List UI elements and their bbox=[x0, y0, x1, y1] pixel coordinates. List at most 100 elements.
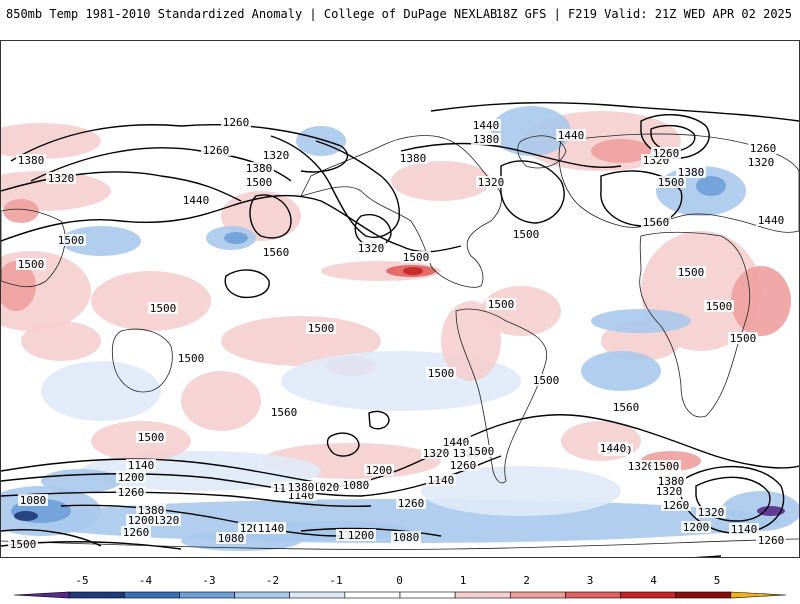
contour-label: 1200 bbox=[116, 471, 146, 484]
contour-value-label: 1380 bbox=[400, 152, 427, 165]
header-bar: 850mb Temp 1981-2010 Standardized Anomal… bbox=[0, 0, 800, 30]
anomaly-patch bbox=[221, 316, 381, 366]
legend-swatch bbox=[509, 591, 566, 599]
anomaly-patch bbox=[441, 301, 501, 381]
anomaly-patch bbox=[757, 506, 785, 516]
contour-label: 1260 bbox=[448, 459, 478, 472]
anomaly-patch bbox=[1, 123, 101, 159]
legend-swatch bbox=[234, 591, 291, 599]
contour-value-label: 1080 bbox=[218, 532, 245, 545]
anomaly-patch bbox=[421, 466, 621, 516]
contour-value-label: 1500 bbox=[513, 228, 540, 241]
anomaly-patch bbox=[14, 511, 38, 521]
legend-tick-label: -1 bbox=[329, 574, 342, 587]
contour-value-label: 1500 bbox=[18, 258, 45, 271]
contour-label: 1080 bbox=[391, 531, 421, 544]
legend-tick-label: 5 bbox=[714, 574, 721, 587]
contour-label: 1380 bbox=[676, 166, 706, 179]
contour-label: 1380 bbox=[398, 152, 428, 165]
contour-value-label: 1200 bbox=[118, 471, 145, 484]
contour-label: 1560 bbox=[641, 216, 671, 229]
height-contour bbox=[680, 465, 785, 534]
legend-tick-label: -4 bbox=[139, 574, 153, 587]
contour-value-label: 1440 bbox=[443, 436, 470, 449]
contour-label: 1380 bbox=[286, 481, 316, 494]
contour-label: 1200 bbox=[364, 464, 394, 477]
contour-label: 1260 bbox=[661, 499, 691, 512]
contour-value-label: 1380 bbox=[246, 162, 273, 175]
contour-value-label: 1500 bbox=[658, 176, 685, 189]
contour-label: 1080 bbox=[216, 532, 246, 545]
height-contour bbox=[430, 102, 799, 122]
contour-label: 1500 bbox=[704, 300, 734, 313]
contour-label: 1500 bbox=[466, 445, 496, 458]
contour-label: 1440 bbox=[441, 436, 471, 449]
contour-label: 1260 bbox=[221, 116, 251, 129]
coastline bbox=[300, 135, 502, 288]
legend-swatch bbox=[675, 591, 732, 599]
contour-label: 1560 bbox=[261, 246, 291, 259]
height-contour bbox=[249, 194, 292, 239]
height-contour bbox=[368, 410, 390, 430]
contour-label: 1320 bbox=[46, 172, 76, 185]
contour-label: 1440 bbox=[471, 119, 501, 132]
map-panel[interactable]: 1260 1260 1320 1380 1380 1320 1500 1440 1560 1320… bbox=[0, 40, 800, 558]
contour-value-label: 1500 bbox=[178, 352, 205, 365]
contour-value-label: 1320 bbox=[48, 172, 75, 185]
contour-label: 1500 bbox=[176, 352, 206, 365]
anomaly-patch bbox=[391, 161, 491, 201]
contour-label: 1500 bbox=[531, 374, 561, 387]
legend-tick-label: -2 bbox=[266, 574, 279, 587]
contour-label: 1320 bbox=[151, 514, 181, 527]
contour-label: 1500 bbox=[728, 332, 758, 345]
contour-label: 1380 bbox=[471, 133, 501, 146]
contour-value-label: 1260 bbox=[398, 497, 425, 510]
contour-label: 1500 bbox=[306, 322, 336, 335]
contour-label: 1080 bbox=[341, 479, 371, 492]
contour-value-label: 1320 bbox=[656, 485, 683, 498]
contour-value-label: 1260 bbox=[203, 144, 230, 157]
contour-label: 1080 bbox=[18, 494, 48, 507]
contour-value-label: 1440 bbox=[183, 194, 210, 207]
contour-label: 1200 bbox=[126, 514, 156, 527]
contour-label: 1500 bbox=[676, 266, 706, 279]
contour-value-label: 1380 bbox=[18, 154, 45, 167]
contour-label: 1380 bbox=[16, 154, 46, 167]
height-contour bbox=[224, 269, 270, 299]
contour-value-label: 1200 bbox=[366, 464, 393, 477]
contour-label: 1500 bbox=[244, 176, 274, 189]
contour-value-label: 1200 bbox=[348, 529, 375, 542]
map-title: 850mb Temp 1981-2010 Standardized Anomal… bbox=[6, 7, 498, 21]
contour-label: 1440 bbox=[556, 129, 586, 142]
contour-value-label: 1320 bbox=[153, 514, 180, 527]
height-contour bbox=[60, 504, 342, 537]
contour-label: 1500 bbox=[148, 302, 178, 315]
anomaly-patch bbox=[491, 106, 571, 156]
height-contour bbox=[1, 491, 372, 508]
contour-value-label: 1560 bbox=[613, 401, 640, 414]
contour-label: 1500 bbox=[486, 298, 516, 311]
color-scale-legend: -5 -4 -3 -2 -1 0 1 2 3 4 5 bbox=[0, 572, 800, 600]
coastline bbox=[455, 308, 548, 484]
anomaly-patch bbox=[41, 361, 161, 421]
height-contour bbox=[640, 113, 710, 159]
contour-value-label: 1080 bbox=[393, 531, 420, 544]
contour-label: 1200 bbox=[346, 529, 376, 542]
contour-label: 1500 bbox=[401, 251, 431, 264]
contour-value-label: 1440 bbox=[758, 214, 785, 227]
contour-value-label: 1380 bbox=[658, 475, 685, 488]
contour-value-label: 1500 bbox=[58, 234, 85, 247]
contour-value-label: 1380 bbox=[473, 133, 500, 146]
legend-swatch bbox=[13, 591, 70, 599]
anomaly-patch bbox=[581, 351, 661, 391]
height-contour bbox=[600, 170, 683, 227]
contour-label: 1260 bbox=[121, 526, 151, 539]
contour-label: 1380 bbox=[656, 475, 686, 488]
anomaly-patch bbox=[696, 176, 726, 196]
contour-label: 1440 bbox=[756, 214, 786, 227]
contour-label: 1320 bbox=[696, 506, 726, 519]
contour-value-label: 1500 bbox=[706, 300, 733, 313]
contour-label: 1320 bbox=[746, 156, 776, 169]
contour-label: 1440 bbox=[598, 442, 628, 455]
